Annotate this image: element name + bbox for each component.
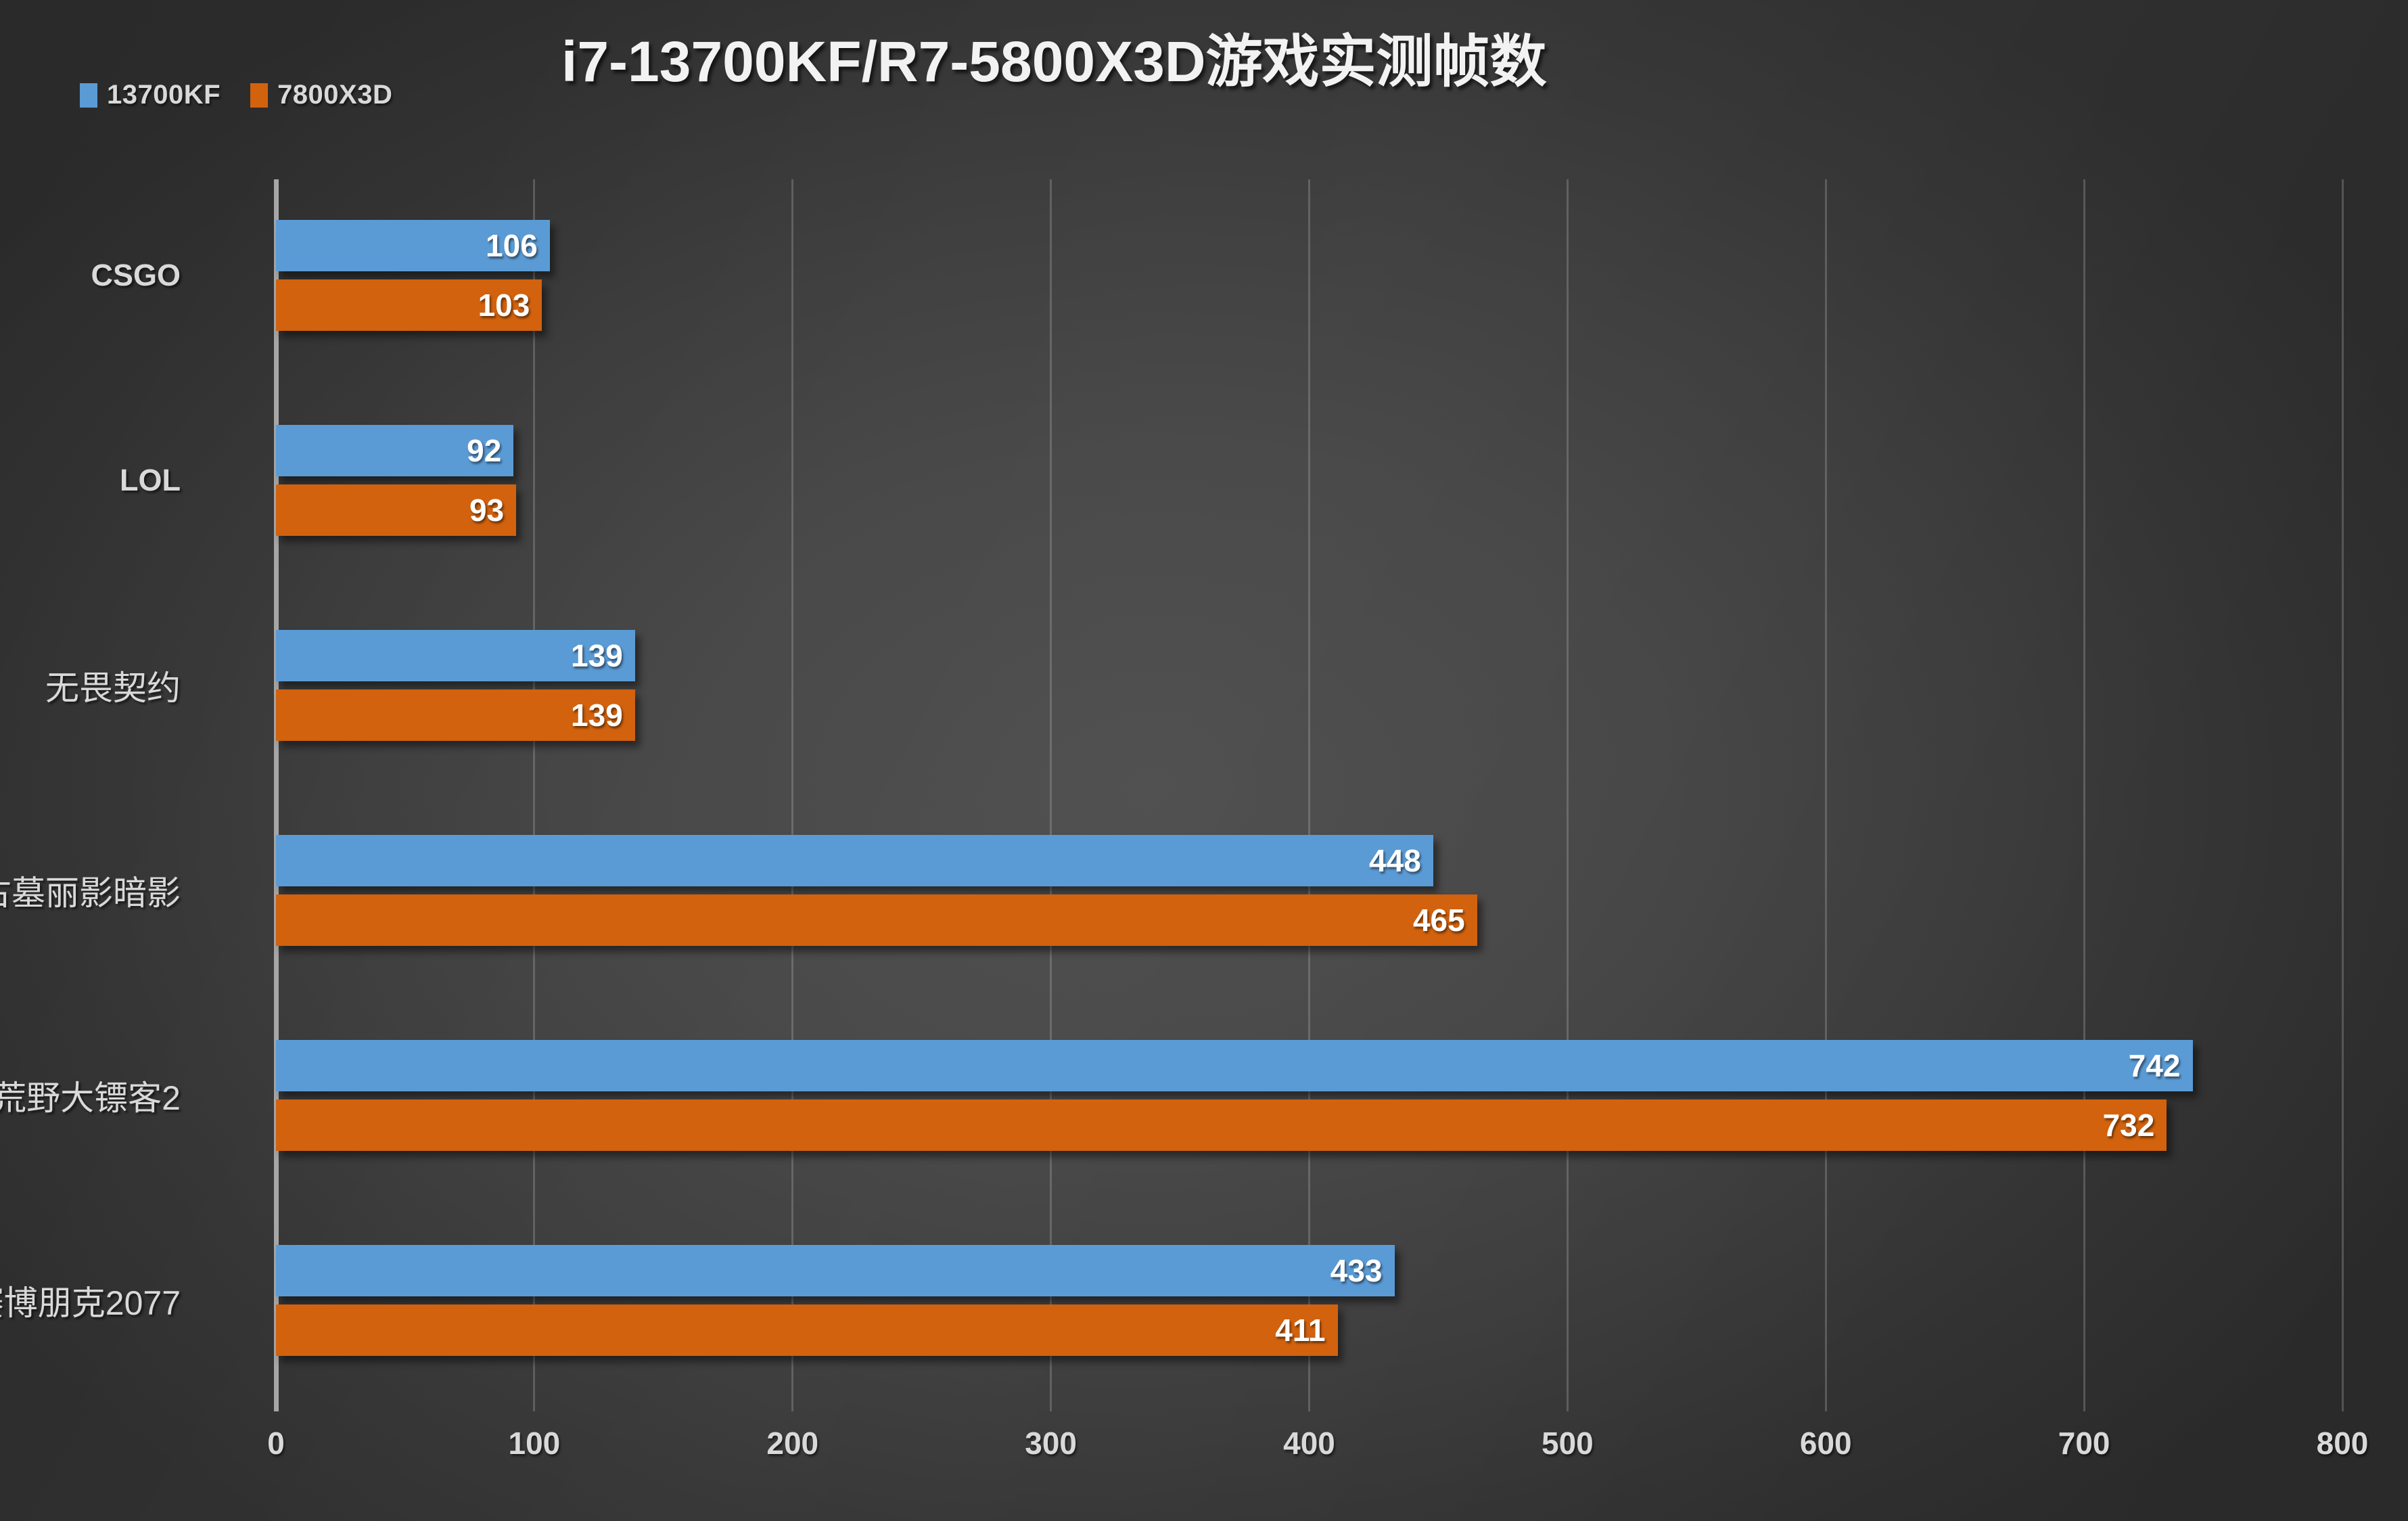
- bar-group: 92 93: [276, 425, 2342, 536]
- bar-group: 433 411: [276, 1245, 2342, 1356]
- bar-7800x3d-4[interactable]: 732: [276, 1099, 2167, 1151]
- gridline-300: [1050, 179, 1052, 1411]
- x-tick-800: 800: [2316, 1426, 2369, 1461]
- x-tick-0: 0: [267, 1426, 285, 1461]
- bar-13700kf-0[interactable]: 106: [276, 220, 550, 271]
- bar-value-label: 106: [486, 228, 538, 263]
- bar-7800x3d-3[interactable]: 465: [276, 894, 1477, 946]
- x-tick-100: 100: [508, 1426, 561, 1461]
- bar-value-label: 93: [469, 493, 505, 528]
- bar-13700kf-5[interactable]: 433: [276, 1245, 1395, 1296]
- bar-group: 742 732: [276, 1040, 2342, 1151]
- category-label-2: 无畏契约: [45, 669, 181, 707]
- bar-7800x3d-1[interactable]: 93: [276, 484, 517, 536]
- chart-title: i7-13700KF/R7-5800X3D游戏实测帧数: [561, 30, 1547, 93]
- bar-13700kf-4[interactable]: 742: [276, 1040, 2193, 1091]
- category-label-5: 赛博朋克2077: [0, 1284, 181, 1322]
- bar-value-label: 433: [1330, 1253, 1383, 1288]
- x-tick-200: 200: [766, 1426, 819, 1461]
- x-tick-600: 600: [1799, 1426, 1852, 1461]
- category-label-0: CSGO: [91, 258, 181, 292]
- gridline-200: [791, 179, 794, 1411]
- bar-value-label: 732: [2102, 1108, 2155, 1143]
- x-tick-500: 500: [1542, 1426, 1594, 1461]
- category-label-3: 古墓丽影暗影: [0, 874, 181, 912]
- gridline-800: [2341, 179, 2344, 1411]
- bar-value-label: 139: [571, 638, 623, 673]
- legend-label-7800x3d: 7800X3D: [277, 80, 393, 110]
- bar-13700kf-3[interactable]: 448: [276, 835, 1433, 886]
- bar-group: 139 139: [276, 630, 2342, 741]
- gridline-700: [2083, 179, 2085, 1411]
- bar-group: 448 465: [276, 835, 2342, 946]
- legend-swatch-7800x3d: [250, 83, 269, 108]
- bar-value-label: 742: [2128, 1048, 2181, 1083]
- bar-7800x3d-0[interactable]: 103: [276, 279, 542, 331]
- legend-label-13700kf: 13700KF: [107, 80, 221, 110]
- y-axis-line: [274, 179, 279, 1411]
- bar-value-label: 411: [1275, 1313, 1326, 1348]
- bar-13700kf-2[interactable]: 139: [276, 630, 635, 681]
- x-tick-700: 700: [2058, 1426, 2110, 1461]
- bar-value-label: 139: [571, 698, 623, 733]
- bar-7800x3d-5[interactable]: 411: [276, 1304, 1338, 1356]
- bar-value-label: 448: [1369, 843, 1421, 878]
- gridline-500: [1566, 179, 1569, 1411]
- bar-value-label: 92: [467, 433, 502, 468]
- legend-swatch-13700kf: [80, 83, 97, 108]
- bar-13700kf-1[interactable]: 92: [276, 425, 514, 476]
- bar-7800x3d-2[interactable]: 139: [276, 689, 635, 741]
- plot-area: 106 103 CSGO 92 93 LOL 139 139 无畏契约 448 465 古墓丽影暗影 7…: [0, 179, 2344, 1411]
- legend-item-13700kf[interactable]: 13700KF: [80, 80, 221, 110]
- gridline-400: [1308, 179, 1310, 1411]
- legend-item-7800x3d[interactable]: 7800X3D: [250, 80, 392, 110]
- x-tick-400: 400: [1283, 1426, 1335, 1461]
- gridline-100: [533, 179, 536, 1411]
- bar-value-label: 465: [1412, 903, 1465, 938]
- gridline-600: [1824, 179, 1827, 1411]
- chart-legend: 13700KF 7800X3D: [80, 80, 392, 110]
- category-label-4: 荒野大镖客2: [0, 1079, 181, 1117]
- bar-group: 106 103: [276, 220, 2342, 331]
- bar-value-label: 103: [478, 288, 530, 323]
- x-tick-300: 300: [1025, 1426, 1077, 1461]
- category-label-1: LOL: [120, 463, 181, 497]
